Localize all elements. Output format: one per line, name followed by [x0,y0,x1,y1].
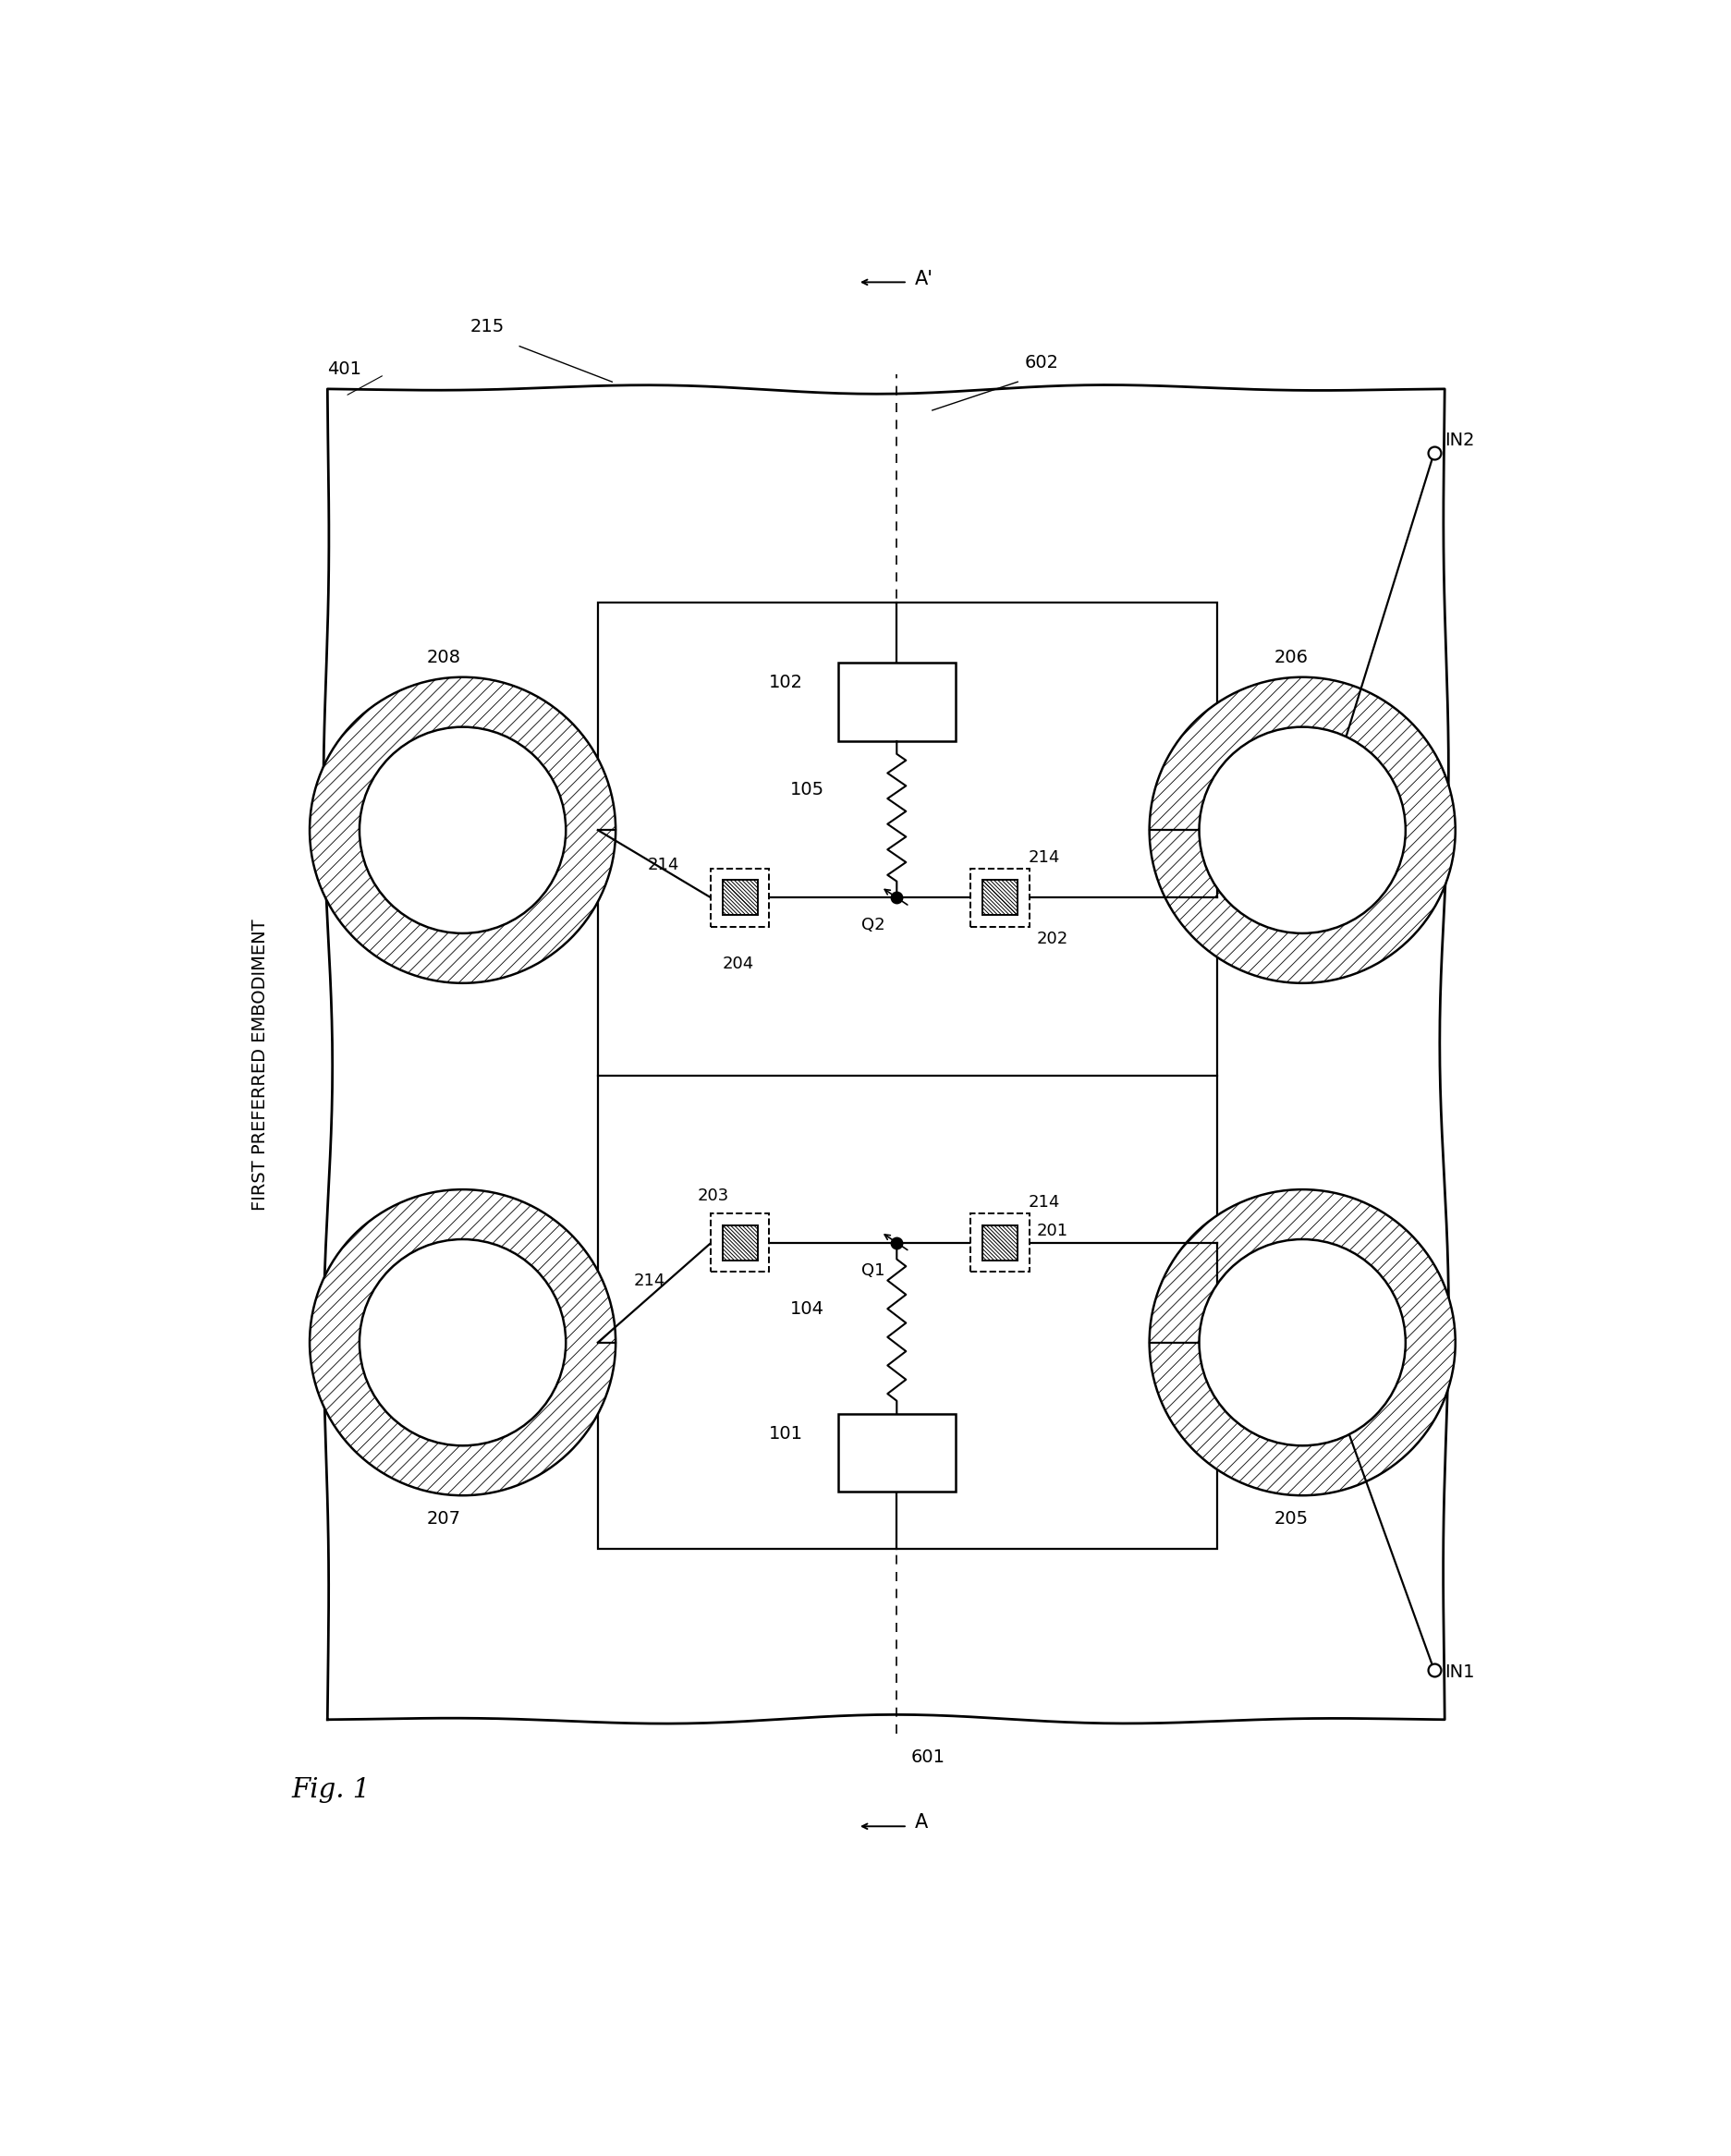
Bar [838,662,956,742]
Text: 204: 204 [722,955,755,972]
Text: IN2: IN2 [1445,431,1475,451]
Text: 201: 201 [1037,1222,1068,1240]
Circle shape [360,727,566,934]
Text: 101: 101 [769,1425,803,1442]
Text: 214: 214 [1028,1194,1059,1212]
Circle shape [1200,1240,1406,1447]
Text: Q1: Q1 [860,1261,885,1279]
Text: 202: 202 [1037,931,1068,949]
Polygon shape [324,386,1449,1723]
Bar [722,1225,758,1261]
Text: 206: 206 [1274,649,1309,666]
Bar [971,869,1030,927]
Bar [722,880,758,916]
Text: FIRST PREFERRED EMBODIMENT: FIRST PREFERRED EMBODIMENT [251,918,268,1212]
Bar [983,1225,1018,1261]
Text: Q2: Q2 [860,916,885,934]
Text: A: A [914,1813,928,1833]
Text: 214: 214 [634,1272,665,1289]
Circle shape [1149,677,1456,983]
Text: 105: 105 [789,780,824,798]
Circle shape [310,677,616,983]
Text: 104: 104 [789,1300,824,1317]
Circle shape [1200,727,1406,934]
Text: 601: 601 [911,1749,945,1766]
Circle shape [1149,1190,1456,1496]
Bar [597,602,1217,1548]
Circle shape [310,1190,616,1496]
Text: 401: 401 [327,360,362,379]
Text: A': A' [914,270,933,289]
Bar [711,1214,769,1272]
Text: 205: 205 [1274,1509,1309,1529]
Circle shape [360,1240,566,1447]
Text: 207: 207 [428,1509,460,1529]
Text: 203: 203 [698,1188,729,1203]
Text: 208: 208 [428,649,460,666]
Text: 214: 214 [1028,849,1059,867]
Bar [983,880,1018,916]
Text: IN1: IN1 [1445,1662,1475,1680]
Text: 215: 215 [469,319,504,336]
Text: 102: 102 [769,675,803,692]
Bar [971,1214,1030,1272]
Text: Fig. 1: Fig. 1 [293,1777,370,1802]
Text: 214: 214 [647,856,680,873]
Bar [711,869,769,927]
Bar [838,1414,956,1492]
Text: 602: 602 [1025,354,1059,371]
